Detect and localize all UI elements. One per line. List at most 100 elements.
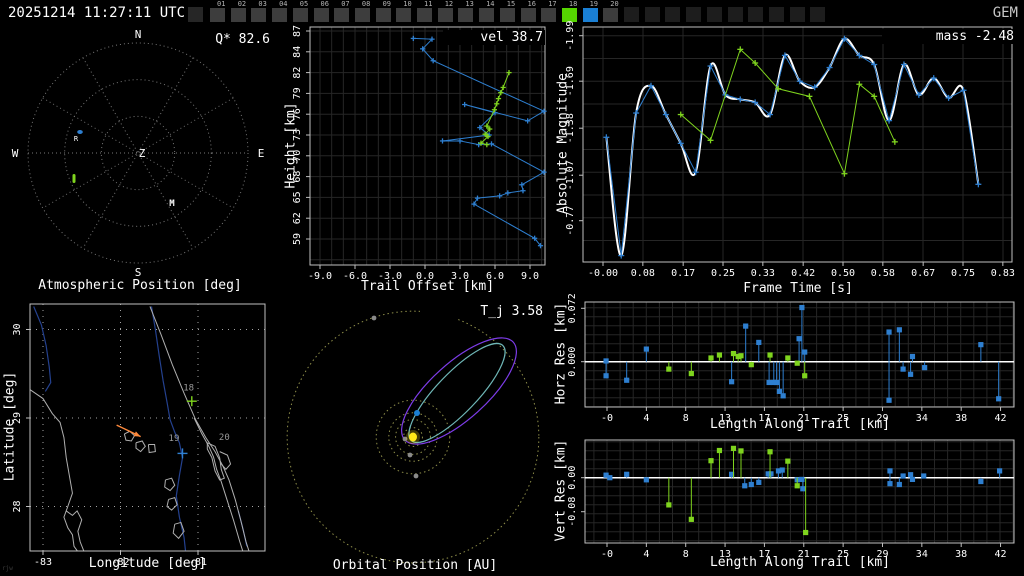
frame-thumb-10[interactable]	[396, 8, 412, 22]
svg-text:-82: -82	[111, 557, 129, 568]
frame-thumb-06[interactable]	[313, 8, 329, 22]
q-value-label: Q* 82.6	[170, 32, 272, 47]
coastline	[149, 306, 250, 551]
svg-text:W: W	[12, 147, 19, 160]
lake-outline	[147, 444, 156, 454]
planet-orbit	[403, 427, 423, 447]
trail-ylabel: Height [km]	[283, 102, 299, 189]
frame-number-label: 02	[237, 0, 247, 8]
frame-number-label: 17	[548, 0, 557, 8]
atmospheric-position-plot: N S W E Z R M	[12, 28, 265, 279]
frame-thumb-19[interactable]	[582, 8, 598, 22]
svg-text:0.67: 0.67	[911, 268, 935, 279]
svg-text:-1.69: -1.69	[565, 66, 576, 96]
svg-text:17: 17	[758, 413, 770, 424]
svg-text:-3.0: -3.0	[378, 271, 402, 282]
frame-thumb-placeholder[interactable]	[789, 7, 805, 22]
river	[33, 306, 52, 392]
frame-thumb-11[interactable]	[417, 8, 432, 22]
svg-text:-6.0: -6.0	[343, 271, 367, 282]
planet-dot	[371, 315, 377, 321]
svg-text:4: 4	[643, 549, 649, 560]
svg-text:0.08: 0.08	[631, 268, 655, 279]
frame-thumb-03[interactable]	[251, 8, 267, 22]
coastline	[206, 442, 225, 481]
radiant-marker	[77, 130, 83, 134]
svg-text:82: 82	[292, 67, 303, 79]
svg-text:30: 30	[12, 323, 23, 335]
svg-text:8: 8	[683, 549, 689, 560]
frame-thumb-15[interactable]	[499, 8, 515, 22]
svg-text:21: 21	[798, 549, 810, 560]
grid	[310, 27, 545, 265]
streak-marker	[72, 174, 76, 183]
svg-text:29: 29	[876, 413, 888, 424]
atmospheric-caption: Atmospheric Position [deg]	[38, 278, 242, 293]
frame-number-label: 08	[361, 0, 371, 8]
frame-number-label: 13	[465, 0, 474, 8]
svg-text:38: 38	[955, 549, 967, 560]
svg-text:17: 17	[758, 549, 770, 560]
lake-outline	[172, 521, 185, 540]
vert-res-ylabel: Vert Res [km]	[553, 439, 569, 542]
svg-text:70: 70	[292, 150, 303, 162]
svg-text:42: 42	[995, 549, 1007, 560]
frame-thumb-placeholder[interactable]	[644, 7, 660, 22]
frame-thumb-placeholder[interactable]	[706, 7, 722, 22]
sun	[409, 432, 417, 442]
svg-text:73: 73	[292, 129, 303, 141]
svg-text:59: 59	[292, 233, 303, 245]
frame-thumb-08[interactable]	[354, 8, 370, 22]
frame-thumb-placeholder[interactable]	[188, 7, 203, 22]
polar-spoke	[82, 57, 194, 249]
planet-orbit	[388, 412, 438, 462]
frame-thumb-placeholder[interactable]	[810, 7, 826, 22]
frame-thumb-02[interactable]	[230, 8, 246, 22]
svg-text:87: 87	[292, 25, 303, 37]
plot-border	[309, 26, 546, 266]
frame-thumb-09[interactable]	[375, 8, 391, 22]
frame-thumb-placeholder[interactable]	[624, 7, 639, 22]
frame-number-label: 14	[486, 0, 495, 8]
svg-text:N: N	[135, 28, 142, 41]
frame-thumb-placeholder[interactable]	[748, 7, 764, 22]
mass-value-label: mass -2.48	[882, 29, 1016, 44]
svg-text:0.50: 0.50	[831, 268, 855, 279]
frame-number-label: 20	[610, 0, 619, 8]
map-ylabel: Latitude [deg]	[2, 371, 18, 482]
svg-text:-83: -83	[34, 557, 52, 568]
frame-thumb-05[interactable]	[292, 8, 308, 22]
frame-thumb-18[interactable]	[561, 8, 577, 22]
polar-spoke	[42, 97, 234, 209]
frame-thumb-04[interactable]	[272, 8, 288, 22]
frame-thumb-placeholder[interactable]	[768, 7, 784, 22]
station-label: 19	[169, 434, 180, 444]
svg-text:-9.0: -9.0	[308, 271, 332, 282]
planet-orbit	[286, 310, 540, 564]
trajectory-arrow	[116, 424, 141, 438]
svg-text:-1.99: -1.99	[565, 21, 576, 51]
frame-thumb-01[interactable]	[210, 8, 225, 22]
horz-residuals-plot: -0 4 8 13 17 21 25 29 34 38 42 0.072 0.000	[567, 293, 1015, 424]
planet-dot	[402, 436, 408, 442]
frame-thumb-placeholder[interactable]	[727, 7, 743, 22]
frame-thumb-07[interactable]	[334, 8, 350, 22]
frame-thumb-16[interactable]	[520, 8, 536, 22]
svg-text:0.33: 0.33	[751, 268, 775, 279]
station-marker	[186, 396, 197, 407]
svg-text:28: 28	[12, 500, 23, 512]
svg-text:-0: -0	[601, 413, 613, 424]
frame-thumb-13[interactable]	[458, 8, 474, 22]
magnitude-xlabel: Frame Time [s]	[743, 281, 853, 296]
frame-thumb-12[interactable]	[437, 8, 453, 22]
frame-thumb-placeholder[interactable]	[665, 7, 681, 22]
frame-thumb-14[interactable]	[479, 8, 495, 22]
frame-number-label: 15	[506, 0, 516, 8]
svg-text:-0.08: -0.08	[567, 497, 578, 527]
svg-text:3.0: 3.0	[451, 271, 469, 282]
frame-thumb-20[interactable]	[603, 8, 619, 22]
frame-number-label: 18	[568, 0, 578, 8]
frame-thumb-17[interactable]	[541, 8, 557, 22]
series-horz-green	[666, 350, 808, 379]
frame-thumb-placeholder[interactable]	[686, 7, 702, 22]
